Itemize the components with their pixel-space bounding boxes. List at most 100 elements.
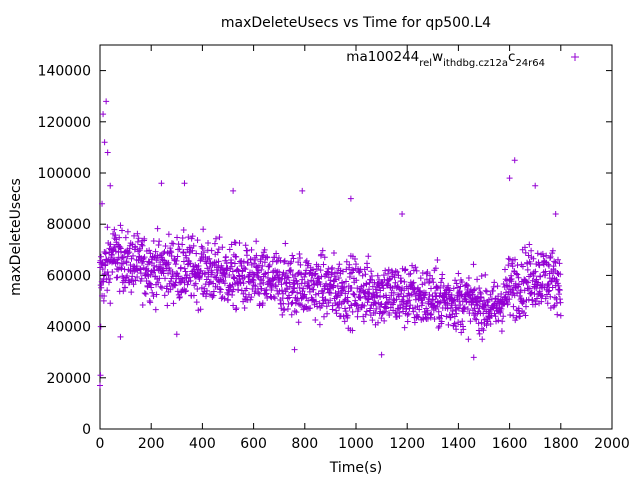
data-point [221,280,228,287]
data-point [176,294,183,301]
data-point [167,245,174,252]
data-point [341,305,348,312]
data-point [281,258,288,265]
data-point [385,266,392,273]
data-point [290,288,297,295]
data-point [528,247,535,254]
data-point [336,261,343,268]
data-point [158,284,165,291]
data-point [272,283,279,290]
data-point [280,307,287,314]
data-point [362,288,369,295]
data-point [200,226,207,233]
data-point [519,263,526,270]
data-point [301,280,308,287]
x-tick-label: 1600 [492,436,528,452]
data-point [233,253,240,260]
data-point [165,231,172,238]
data-point [262,270,269,277]
data-point [219,244,226,251]
data-point [400,293,407,300]
data-point [301,273,308,280]
data-point [137,265,144,272]
data-point [336,304,343,311]
data-point [229,268,236,275]
data-point [254,272,261,279]
data-point [116,234,123,241]
data-point [294,289,301,296]
data-point [402,266,409,273]
data-point [232,306,239,313]
data-point [457,283,464,290]
data-point [181,265,188,272]
data-point [524,266,531,273]
x-tick-label: 0 [96,436,105,452]
data-point [222,274,229,281]
data-point [506,296,513,303]
data-point [293,297,300,304]
data-point [419,269,426,276]
data-point [482,287,489,294]
data-point [136,245,143,252]
data-point [480,310,487,317]
data-point [134,274,141,281]
data-point [444,305,451,312]
data-point [217,289,224,296]
data-point [283,270,290,277]
data-point [214,249,221,256]
data-point [380,272,387,279]
data-point [507,311,514,318]
data-point [456,288,463,295]
data-point [230,187,237,194]
data-point [333,310,340,317]
data-point [543,252,550,259]
data-point [516,281,523,288]
data-point [183,254,190,261]
data-point [542,268,549,275]
data-point [281,275,288,282]
data-point [261,259,268,266]
data-point [372,309,379,316]
data-point [315,290,322,297]
x-tick-label: 1800 [543,436,579,452]
data-point [384,280,391,287]
data-point [426,272,433,279]
data-point [206,279,213,286]
data-point [104,224,111,231]
data-point [121,249,128,256]
data-point [120,288,127,295]
data-point [397,275,404,282]
data-point [128,289,135,296]
data-point [458,329,465,336]
data-point [407,302,414,309]
data-point [183,287,190,294]
data-point [229,281,236,288]
data-point [288,258,295,265]
y-tick-label: 120000 [38,115,91,131]
data-point [436,292,443,299]
data-point [210,280,217,287]
data-point [536,288,543,295]
data-point [413,267,420,274]
data-point [351,256,358,263]
data-point [278,281,285,288]
data-point [292,300,299,307]
data-point [252,256,259,263]
data-point [153,291,160,298]
data-point [304,278,311,285]
data-point [276,288,283,295]
y-axis-label: maxDeleteUsecs [8,178,24,296]
data-point [381,308,388,315]
data-point [167,248,174,255]
data-point [228,263,235,270]
data-point [382,267,389,274]
data-point [215,246,222,253]
data-point [179,235,186,242]
data-point [221,270,228,277]
data-point [394,268,401,275]
data-point [455,270,462,277]
data-point [289,289,295,296]
data-point [452,277,459,284]
data-point [321,254,328,261]
